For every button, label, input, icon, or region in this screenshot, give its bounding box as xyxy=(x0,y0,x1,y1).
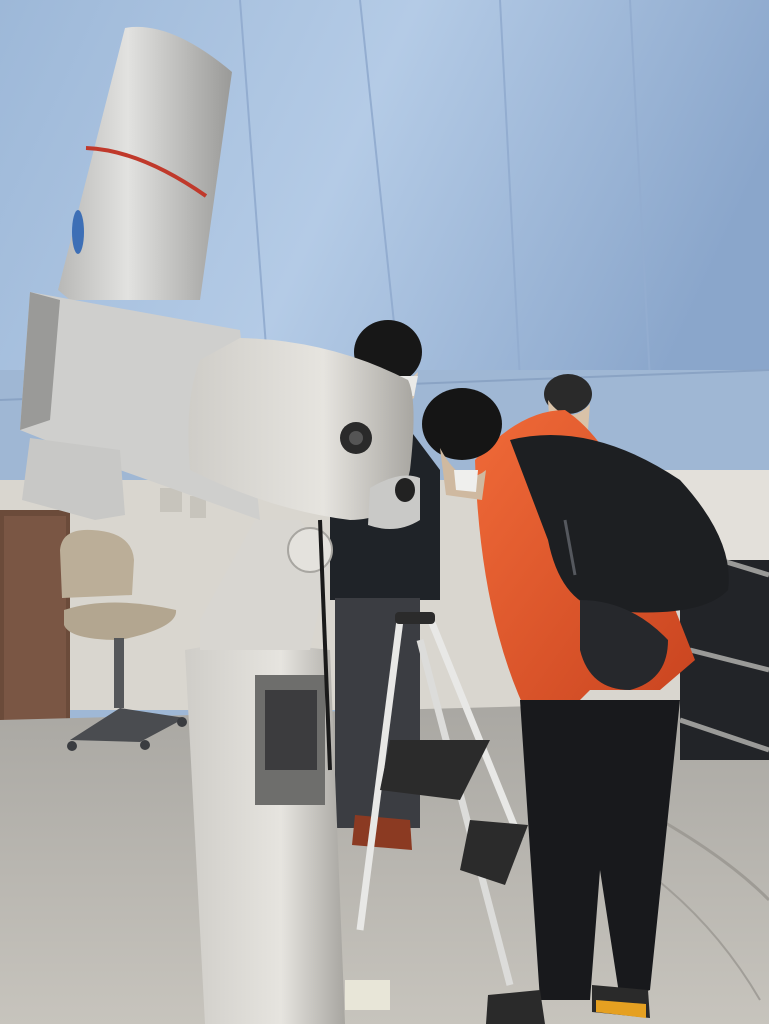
backpack xyxy=(510,435,729,690)
step-stool xyxy=(356,612,528,986)
wall-switch xyxy=(190,496,206,518)
tube-red-stripe xyxy=(85,146,208,198)
power-strip xyxy=(345,980,390,1010)
telescope-mount-arm xyxy=(200,519,333,771)
wooden-cabinet xyxy=(0,510,70,735)
telescope xyxy=(20,26,420,529)
cable xyxy=(318,519,332,771)
tube-logo-badge xyxy=(72,210,84,254)
telescope-pier xyxy=(185,640,390,1024)
office-chair xyxy=(60,529,187,751)
wall-outlet xyxy=(160,488,182,512)
